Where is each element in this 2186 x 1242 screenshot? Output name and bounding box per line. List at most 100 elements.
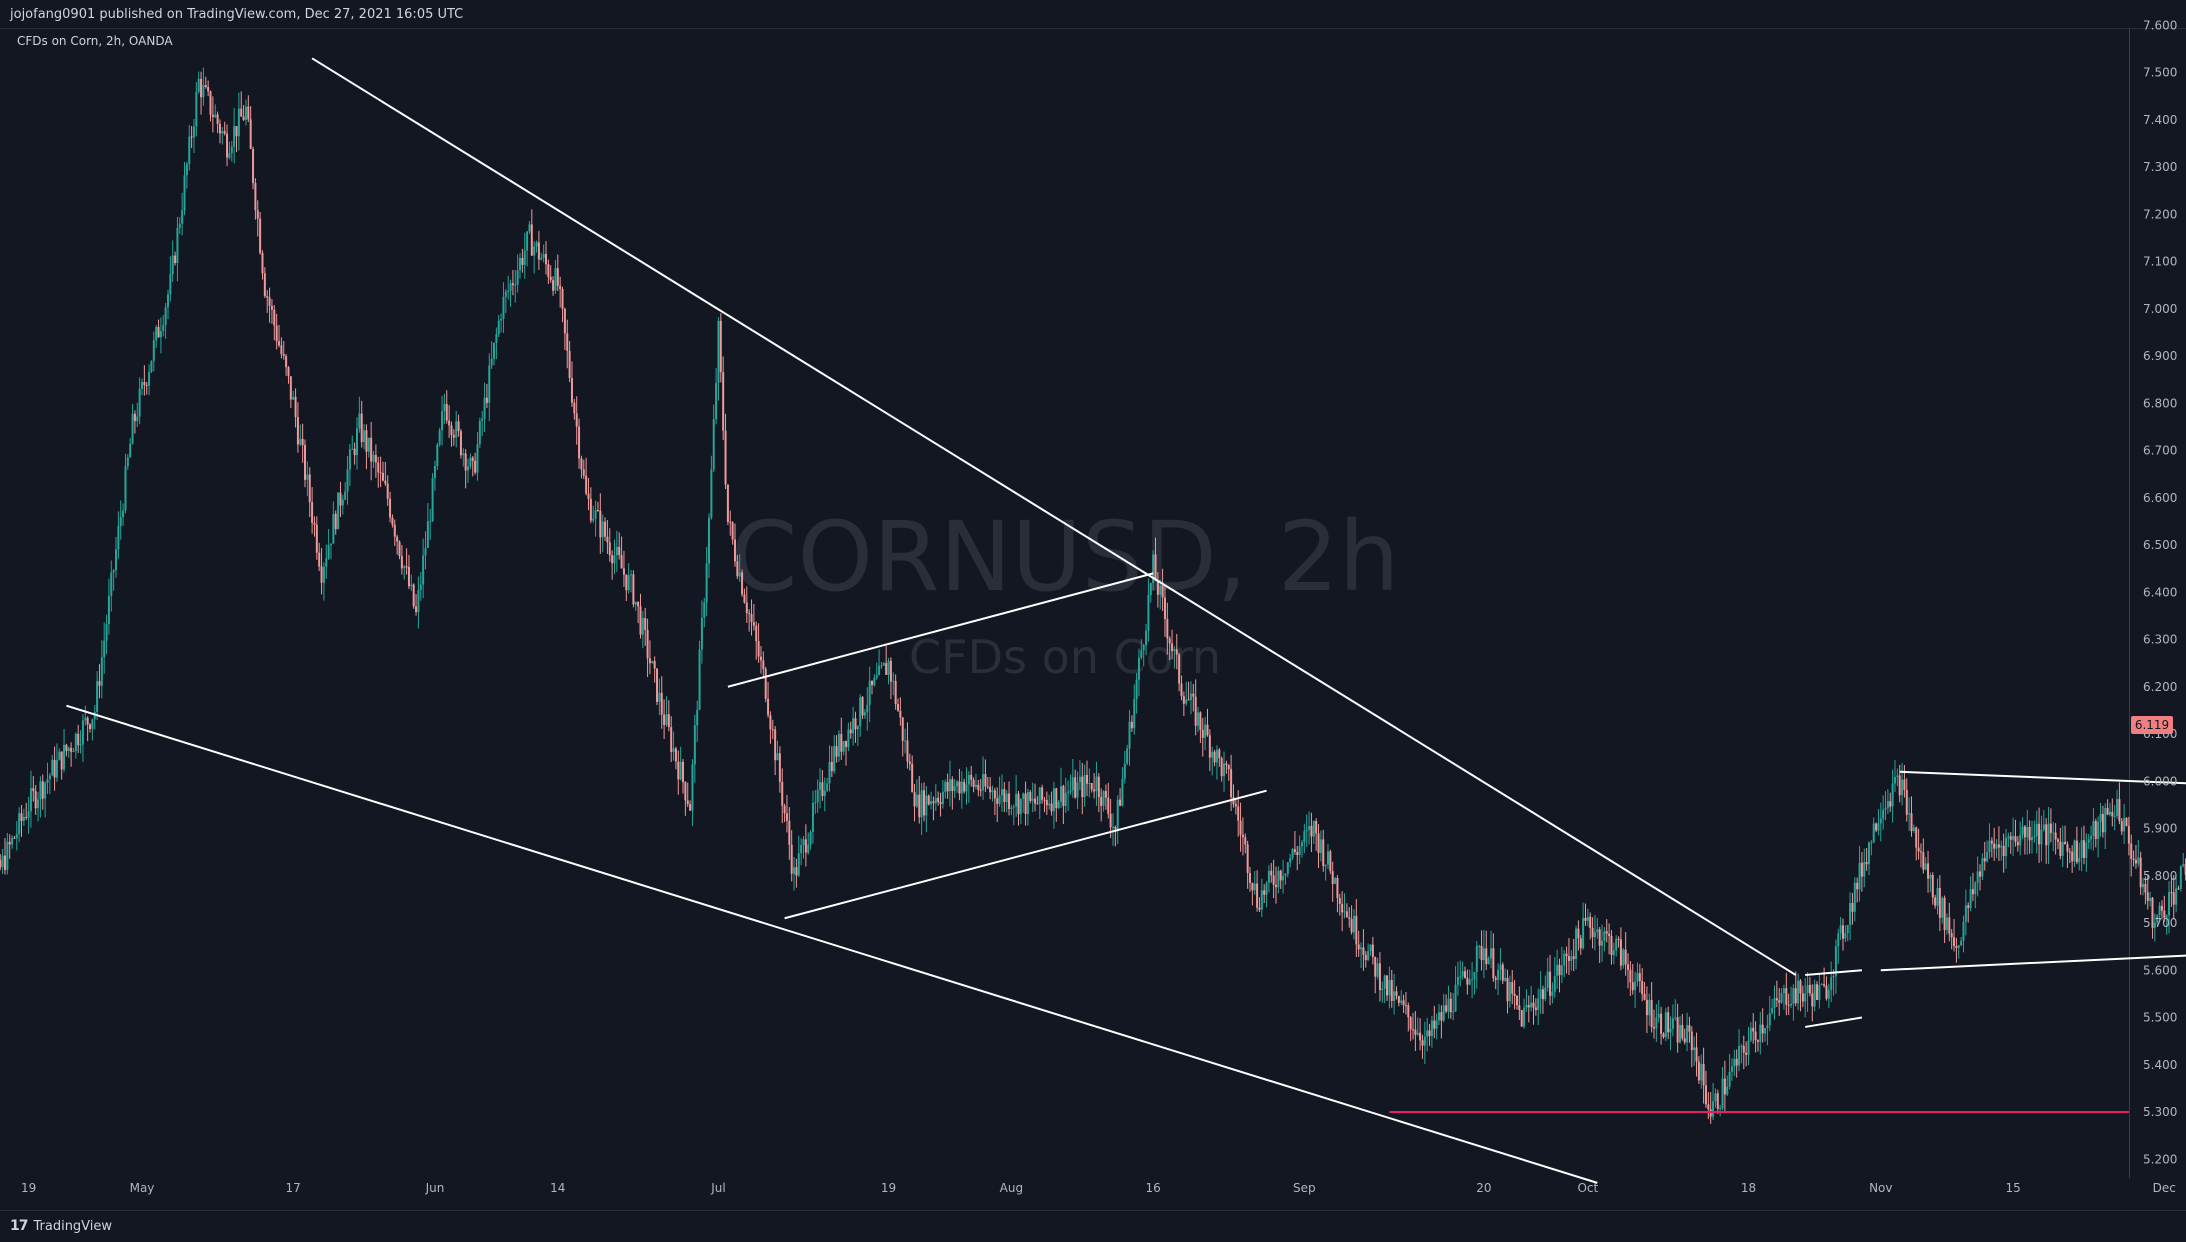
candle-body [2184,864,2186,875]
candle-body [596,509,599,511]
candle-body [521,258,524,265]
chart-area[interactable] [0,28,2130,1178]
time-tick-label: May [130,1181,155,1195]
tradingview-logo[interactable]: 17 TradingView [10,1218,112,1234]
candle-body [1960,940,1963,946]
candle-body [478,420,481,445]
candle-body [523,250,526,265]
candle-body [951,779,954,791]
candle-body [1272,875,1275,885]
candle-body [268,297,271,306]
candle-body [871,680,874,686]
candle-body [372,454,375,462]
price-axis[interactable]: 7.600 7.500 7.400 7.300 7.200 7.100 7.000 6.900… [2143,18,2177,1166]
candle-body [1842,925,1844,939]
candle-body [2118,799,2121,822]
publish-header: jojofang0901 published on TradingView.co… [0,0,2186,29]
candle-body [1343,911,1346,913]
candle-body [958,781,961,794]
candle-body [96,681,99,713]
candle-body [122,510,125,518]
candle-body [1556,964,1559,976]
candle-body [1593,932,1596,938]
time-axis[interactable]: 19 May 17 Jun 14 Jul 19 Aug 16 Sep 20 Oct 18 Nov 15 Dec… [21,1181,2186,1195]
candle-body [1019,799,1022,815]
footer-bar [0,1210,2186,1242]
candle-body [1799,980,1802,994]
candle-body [1100,797,1103,806]
candle-body [1246,844,1249,874]
candle-body [2116,799,2119,816]
candle-body [920,790,923,818]
candle-body [48,775,51,780]
candle-body [1154,554,1157,581]
candle-body [136,416,139,422]
candle-body [863,712,866,716]
candle-body [1650,999,1653,1028]
trend-drawings[interactable] [66,57,2186,1184]
candle-body [1827,990,1830,999]
candle-body [811,802,814,833]
candle-body [221,131,224,134]
candle-body [1489,948,1492,959]
candle-body [580,458,583,470]
candle-body [1298,846,1301,856]
price-tick-label: 7.300 [2143,160,2177,174]
candle-body [1109,813,1112,828]
price-tick-label: 7.500 [2143,66,2177,80]
candle-body [1260,890,1263,910]
candle-body [275,325,278,342]
candle-body [1397,995,1400,1003]
candle-body [29,788,32,812]
candle-body [2156,915,2159,923]
candle-body [852,718,855,734]
candle-body [1806,984,1809,994]
candle-body [873,677,876,686]
candle-body [1605,931,1608,934]
candle-body [1983,858,1986,862]
candle-body [174,255,177,263]
candle-body [2172,892,2175,905]
candle-body [946,782,949,792]
candle-body [391,517,394,525]
candle-body [1610,935,1613,955]
candle-body [1062,786,1065,806]
candle-body [1171,643,1174,652]
candle-body [2139,857,2142,888]
candle-body [424,547,427,556]
candle-body [11,837,14,845]
candle-body [885,663,888,675]
candle-body [644,618,647,630]
candle-body [1662,1033,1665,1038]
candle-body [150,360,153,372]
candle-body [1636,973,1639,982]
candle-body [1097,776,1100,798]
candle-body [493,342,496,359]
candle-body [511,283,514,286]
candle-body [1426,1030,1429,1037]
candle-body [490,358,493,366]
candle-body [1924,863,1927,870]
candle-body [1953,937,1956,947]
candle-body [1182,696,1185,704]
candle-body [1419,1032,1422,1041]
candle-body [922,790,925,816]
candle-body [1227,765,1230,770]
candle-body [152,340,155,361]
candle-body [1853,882,1856,912]
candle-body [2165,915,2168,918]
candle-body [164,307,167,326]
candle-body [1674,1017,1677,1019]
candle-body [1208,735,1211,758]
time-tick-label: Jun [425,1181,445,1195]
price-chart[interactable]: CORNUSD, 2h CFDs on Corn 7.600 7.500 7.400… [0,0,2186,1210]
candle-body [2059,841,2062,856]
candle-body [2023,826,2026,838]
candle-body [800,845,803,854]
candle-body [1468,979,1471,985]
candle-body [587,493,590,499]
candle-body [1069,790,1072,792]
candle-body [1565,953,1568,957]
candle-body [793,867,796,874]
candle-body [1775,998,1778,1001]
